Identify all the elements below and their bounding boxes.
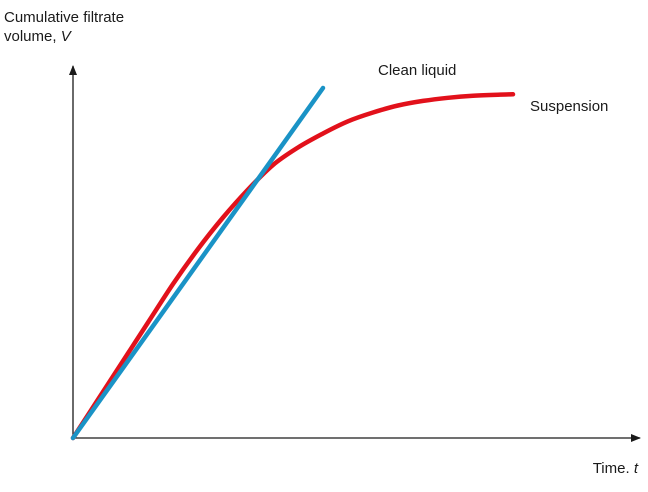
x-axis-label: Time. t xyxy=(593,459,638,478)
x-axis-variable: t xyxy=(633,460,638,477)
y-axis-label-line2: volume, V xyxy=(4,27,71,46)
x-axis-label-text: Time. xyxy=(592,460,630,477)
y-axis-label-line1: Cumulative filtrate xyxy=(4,9,125,26)
series-label-clean-liquid: Clean liquid xyxy=(378,62,457,79)
series-line-suspension xyxy=(70,92,516,441)
y-axis-variable: V xyxy=(60,28,71,45)
series-label-suspension: Suspension xyxy=(530,98,609,115)
series-line-clean-liquid xyxy=(70,85,326,441)
y-axis-label-text: volume, xyxy=(4,28,57,45)
